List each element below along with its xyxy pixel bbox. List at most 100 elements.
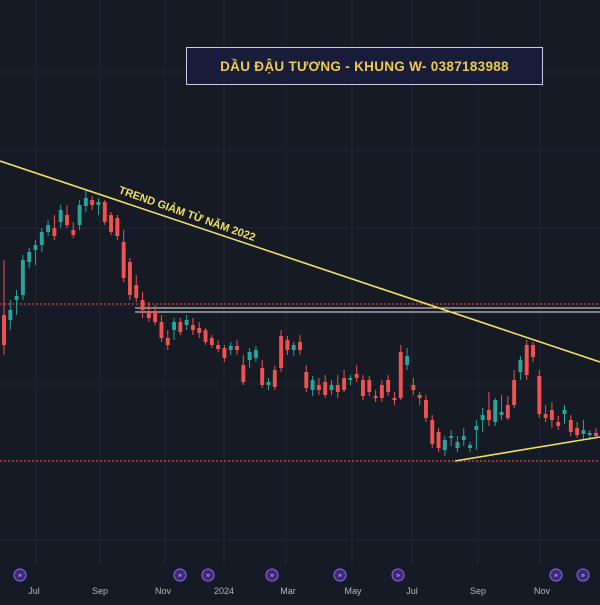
candle[interactable] — [203, 328, 208, 345]
candle[interactable] — [178, 318, 183, 335]
candle[interactable] — [335, 375, 340, 398]
candle[interactable] — [562, 405, 567, 424]
candle[interactable] — [8, 300, 13, 330]
candle[interactable] — [260, 360, 265, 388]
candle[interactable] — [499, 395, 504, 420]
candle[interactable] — [543, 405, 548, 422]
candle[interactable] — [461, 428, 466, 446]
candle[interactable] — [323, 375, 328, 398]
dividend-event-icon[interactable]: » — [201, 568, 215, 582]
dividend-event-icon[interactable]: » — [391, 568, 405, 582]
candle[interactable] — [159, 315, 164, 342]
candle[interactable] — [449, 430, 454, 446]
candle[interactable] — [272, 366, 277, 390]
candle[interactable] — [549, 402, 554, 428]
candle[interactable] — [235, 340, 239, 355]
candle[interactable] — [46, 220, 51, 236]
candle[interactable] — [285, 336, 290, 355]
candle[interactable] — [109, 212, 114, 235]
candle[interactable] — [121, 230, 126, 282]
candle[interactable] — [266, 378, 271, 390]
candle[interactable] — [153, 305, 158, 325]
candle[interactable] — [134, 275, 139, 302]
candle[interactable] — [405, 348, 410, 370]
candle[interactable] — [556, 416, 561, 430]
candle[interactable] — [455, 436, 460, 452]
candle[interactable] — [20, 255, 25, 300]
candle[interactable] — [216, 340, 221, 352]
candle[interactable] — [531, 342, 535, 362]
dividend-event-icon[interactable]: » — [333, 568, 347, 582]
candle[interactable] — [146, 302, 151, 322]
candle[interactable] — [392, 392, 397, 405]
candle[interactable] — [2, 260, 6, 355]
candle[interactable] — [115, 215, 120, 240]
candle[interactable] — [14, 290, 19, 315]
candle[interactable] — [222, 345, 227, 362]
candle[interactable] — [172, 318, 176, 340]
candle[interactable] — [71, 222, 76, 238]
candle[interactable] — [33, 240, 38, 265]
candle[interactable] — [505, 396, 510, 420]
candle[interactable] — [474, 420, 479, 450]
candle[interactable] — [140, 292, 145, 318]
candle[interactable] — [52, 215, 57, 240]
candle[interactable] — [228, 342, 233, 355]
candle[interactable] — [190, 318, 195, 335]
candle[interactable] — [568, 415, 573, 436]
candle[interactable] — [468, 442, 472, 452]
candle[interactable] — [102, 200, 107, 225]
dividend-event-icon[interactable]: » — [173, 568, 187, 582]
candle[interactable] — [329, 380, 334, 395]
candle[interactable] — [77, 200, 82, 230]
candle[interactable] — [348, 375, 353, 385]
candle[interactable] — [486, 392, 491, 426]
candle[interactable] — [480, 408, 485, 432]
candle[interactable] — [58, 205, 63, 228]
dividend-event-icon[interactable]: » — [265, 568, 279, 582]
candle[interactable] — [27, 248, 32, 268]
candle[interactable] — [361, 375, 365, 400]
dividend-event-icon[interactable]: » — [576, 568, 590, 582]
candle[interactable] — [298, 335, 302, 355]
candle[interactable] — [354, 365, 359, 382]
candle[interactable] — [594, 428, 598, 438]
candle[interactable] — [83, 190, 88, 212]
candle[interactable] — [253, 346, 258, 362]
candle[interactable] — [386, 375, 391, 396]
candle[interactable] — [430, 415, 435, 448]
candle[interactable] — [373, 390, 378, 402]
candle[interactable] — [398, 345, 403, 400]
candle[interactable] — [493, 398, 498, 426]
candle[interactable] — [442, 436, 447, 456]
candle[interactable] — [537, 370, 542, 418]
dividend-event-icon[interactable]: » — [13, 568, 27, 582]
candle[interactable] — [128, 258, 132, 300]
candle[interactable] — [90, 196, 95, 210]
candle[interactable] — [209, 335, 214, 348]
support-trend-line[interactable] — [454, 436, 600, 462]
candle[interactable] — [96, 198, 101, 215]
candle[interactable] — [197, 322, 202, 338]
candle[interactable] — [518, 356, 523, 380]
candle[interactable] — [184, 315, 189, 330]
candle[interactable] — [512, 370, 517, 408]
candle[interactable] — [316, 378, 321, 395]
downtrend-line[interactable] — [0, 160, 600, 363]
candle[interactable] — [575, 422, 580, 438]
candle[interactable] — [65, 205, 69, 228]
candle[interactable] — [304, 365, 309, 392]
candle[interactable] — [424, 395, 428, 422]
candle[interactable] — [379, 380, 384, 402]
dividend-event-icon[interactable]: » — [549, 568, 563, 582]
candle[interactable] — [291, 342, 296, 356]
candle[interactable] — [241, 355, 246, 385]
candle[interactable] — [581, 420, 586, 440]
candle[interactable] — [367, 376, 372, 396]
candle[interactable] — [279, 330, 284, 372]
candle[interactable] — [310, 376, 315, 396]
candle[interactable] — [417, 392, 422, 405]
candle[interactable] — [524, 340, 529, 380]
